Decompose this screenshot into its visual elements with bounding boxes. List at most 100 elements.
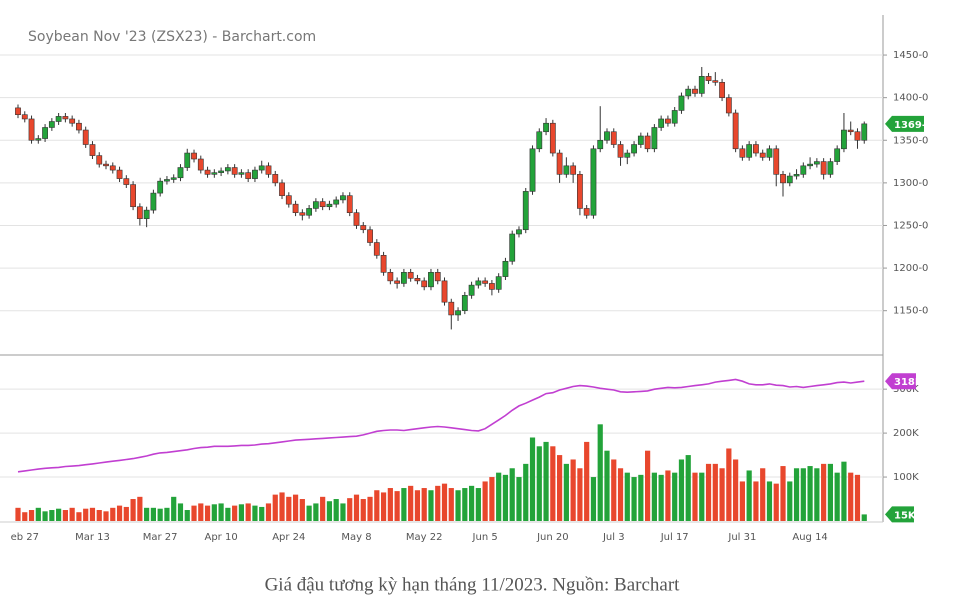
volume-bar <box>286 496 292 521</box>
volume-bar <box>265 503 272 521</box>
candle-body <box>62 116 69 120</box>
candle-body <box>312 201 319 209</box>
volume-bar <box>699 472 705 521</box>
volume-bar <box>353 494 360 521</box>
candle-body <box>488 283 495 290</box>
volume-bar <box>238 504 245 521</box>
x-tick-label: Apr 10 <box>204 532 237 543</box>
candle-body <box>15 107 21 115</box>
candle-body <box>658 118 665 128</box>
y-tick-label: 300K <box>893 384 919 395</box>
volume-bar <box>211 504 217 521</box>
volume-bar <box>685 455 691 521</box>
candle-body <box>130 184 136 208</box>
volume-bar <box>367 496 373 521</box>
volume-bar <box>414 490 421 521</box>
volume-bar <box>56 508 62 521</box>
candle-body <box>428 272 434 288</box>
candle-body <box>807 163 813 167</box>
x-tick-label: Jun 20 <box>536 532 569 543</box>
candle-body <box>543 122 549 133</box>
candle-body <box>434 272 441 282</box>
candle-body <box>279 182 285 196</box>
volume-bar <box>76 512 82 521</box>
volume-bar <box>638 474 644 521</box>
candle-body <box>103 163 109 167</box>
candle-body <box>455 310 461 316</box>
volume-bar <box>841 461 847 521</box>
candle-body <box>116 169 123 179</box>
candle-body <box>468 284 475 296</box>
volume-bar <box>401 488 407 521</box>
volume-bar <box>49 510 55 521</box>
volume-bar <box>455 490 461 521</box>
x-tick-label: May 22 <box>406 532 443 543</box>
candle-body <box>475 280 482 286</box>
volume-bar <box>577 468 583 521</box>
candle-body <box>590 148 597 216</box>
candle-body <box>522 191 529 231</box>
candle-body <box>556 152 563 175</box>
candle-body <box>218 170 224 173</box>
candle-body <box>834 148 841 162</box>
candle-body <box>400 272 407 284</box>
volume-bar <box>28 510 35 521</box>
candle-body <box>89 144 96 156</box>
candle-body <box>28 118 35 141</box>
volume-bar <box>144 507 150 521</box>
candle-body <box>651 127 658 150</box>
candle-body <box>685 88 692 97</box>
candle-body <box>766 148 773 158</box>
candle-body <box>123 178 130 185</box>
volume-bar <box>204 505 211 521</box>
candle-body <box>793 174 800 177</box>
volume-bar <box>489 477 495 521</box>
candle-body <box>719 82 725 98</box>
candle-body <box>820 161 827 175</box>
volume-bar <box>658 474 664 521</box>
volume-bar <box>313 503 319 521</box>
x-tick-label: eb 27 <box>11 532 39 543</box>
volume-bar <box>773 483 779 521</box>
candle-body <box>170 177 177 180</box>
volume-bar <box>590 477 597 521</box>
candle-body <box>76 122 82 131</box>
candle-body <box>136 206 143 219</box>
candle-body <box>258 165 265 171</box>
candle-body <box>150 192 157 211</box>
volume-bar <box>563 463 569 521</box>
volume-bar <box>164 507 170 521</box>
volume-bar <box>387 488 393 521</box>
volume-bar <box>760 468 766 521</box>
candle-body <box>739 148 746 158</box>
volume-bar <box>814 468 820 521</box>
candle-body <box>211 172 218 175</box>
candle-body <box>387 272 394 282</box>
candle-body <box>299 212 306 216</box>
candle-body <box>617 144 624 158</box>
candle-body <box>394 280 401 284</box>
y-tick-label: 1450-0 <box>893 50 928 61</box>
candle-body <box>610 131 617 145</box>
candle-body <box>373 242 380 256</box>
volume-bar <box>177 503 184 521</box>
candle-body <box>42 127 48 139</box>
volume-bar <box>191 505 197 521</box>
candle-body <box>367 229 373 243</box>
candle-body <box>705 76 712 81</box>
candle-body <box>306 208 313 216</box>
candle-body <box>224 167 231 172</box>
volume-bar <box>861 514 867 521</box>
volume-bar <box>651 472 657 521</box>
volume-bar <box>299 499 305 521</box>
candle-body <box>786 175 793 184</box>
x-tick-label: Aug 14 <box>792 532 827 543</box>
candle-body <box>502 260 509 277</box>
chart-title: Soybean Nov '23 (ZSX23) - Barchart.com <box>28 29 316 45</box>
volume-bar <box>225 507 231 521</box>
volume-bar <box>292 494 299 521</box>
volume-bar <box>96 510 102 521</box>
volume-bar <box>462 488 468 521</box>
candle-body <box>563 165 570 175</box>
last-value-label: 15K <box>894 510 917 521</box>
